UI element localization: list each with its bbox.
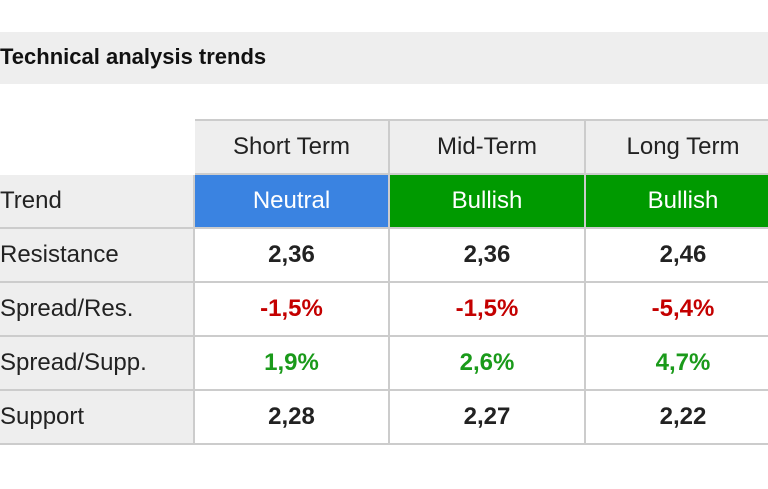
row-label: Spread/Supp. [0, 337, 195, 391]
row-label: Spread/Res. [0, 283, 195, 337]
value-cell: Bullish [586, 175, 768, 229]
value-cell: -1,5% [390, 283, 586, 337]
row-label: Support [0, 391, 195, 445]
value-cell: -1,5% [195, 283, 390, 337]
value-cell: 2,27 [390, 391, 586, 445]
value-cell: Bullish [390, 175, 586, 229]
column-header: Short Term [195, 119, 390, 175]
value-cell: 2,28 [195, 391, 390, 445]
row-label: Trend [0, 175, 195, 229]
title-bar: Technical analysis trends [0, 32, 768, 84]
value-cell: 2,6% [390, 337, 586, 391]
column-header: Mid-Term [390, 119, 586, 175]
value-cell: 2,36 [390, 229, 586, 283]
column-header: Long Term [586, 119, 768, 175]
trend-table: Short Term Mid-Term Long Term Trend Neutral B… [0, 119, 768, 445]
value-cell: -5,4% [586, 283, 768, 337]
value-cell: 2,46 [586, 229, 768, 283]
row-label: Resistance [0, 229, 195, 283]
value-cell: Neutral [195, 175, 390, 229]
value-cell: 2,36 [195, 229, 390, 283]
value-cell: 1,9% [195, 337, 390, 391]
title: Technical analysis trends [0, 44, 267, 69]
value-cell: 2,22 [586, 391, 768, 445]
value-cell: 4,7% [586, 337, 768, 391]
